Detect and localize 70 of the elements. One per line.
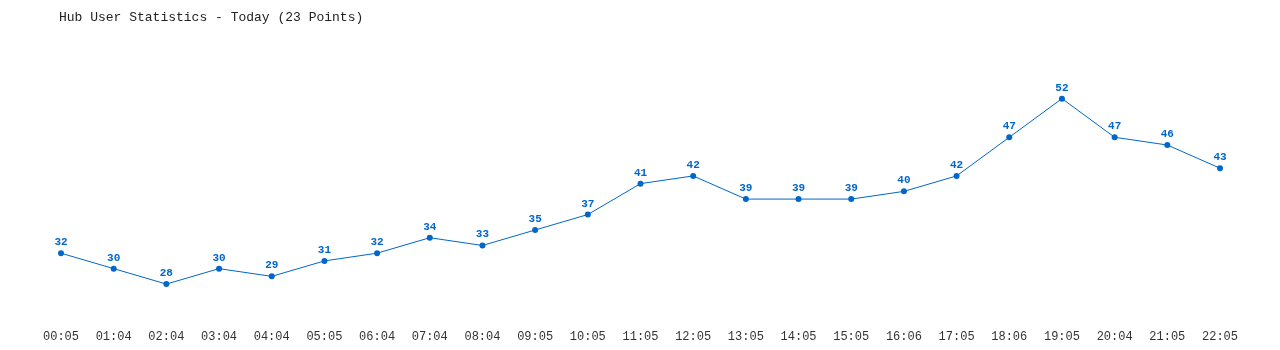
data-label: 39: [844, 182, 858, 195]
point: [1111, 134, 1118, 141]
x-tick-label: 06:04: [359, 329, 396, 344]
point: [58, 250, 64, 257]
x-tick-label: 02:04: [148, 329, 185, 344]
x-tick-label: 22:05: [1201, 329, 1239, 344]
data-label: 41: [633, 166, 648, 179]
x-tick-label: 19:05: [1043, 329, 1080, 344]
x-tick-label: 11:05: [622, 329, 659, 344]
data-label: 46: [1160, 128, 1174, 140]
point: [374, 250, 381, 257]
x-tick-label: 00:05: [42, 329, 80, 344]
point: [584, 211, 591, 218]
data-label: 29: [265, 259, 279, 272]
x-tick-label: 09:05: [517, 329, 554, 344]
x-tick-label: 03:04: [201, 329, 238, 344]
data-label: 30: [212, 251, 226, 264]
x-tick-label: 01:04: [95, 329, 132, 344]
x-tick-label: 14:05: [780, 329, 817, 344]
x-tick-label: 17:05: [938, 329, 975, 344]
data-label: 28: [159, 267, 174, 280]
point: [216, 265, 223, 272]
data-label: 47: [1108, 120, 1122, 133]
x-tick-label: 12:05: [675, 329, 712, 344]
data-label: 42: [949, 158, 964, 171]
x-tick-label: 07:04: [411, 329, 448, 344]
point: [690, 172, 697, 179]
point: [163, 281, 170, 288]
data-label: 32: [54, 236, 68, 249]
point: [268, 273, 275, 280]
x-tick-label: 13:05: [727, 329, 764, 344]
point: [1058, 95, 1065, 102]
point: [795, 196, 802, 203]
data-label: 34: [423, 220, 437, 233]
data-label: 35: [528, 213, 543, 225]
data-label: 40: [897, 174, 911, 187]
data-label: 37: [581, 197, 595, 210]
data-label: 39: [739, 182, 753, 195]
data-label: 30: [107, 251, 121, 264]
point: [1217, 165, 1223, 172]
chart-title: Hub User Statistics - Today (23 Points): [58, 9, 365, 27]
point: [900, 188, 907, 195]
data-label: 52: [1055, 81, 1069, 94]
point: [110, 265, 117, 272]
x-tick-label: 04:04: [253, 329, 290, 344]
point: [953, 172, 960, 179]
data-label: 43: [1213, 151, 1227, 164]
x-tick-label: 16:06: [885, 329, 922, 344]
x-tick-label: 05:05: [306, 329, 343, 344]
data-label: 39: [791, 182, 806, 195]
x-tick-label: 20:04: [1096, 329, 1133, 344]
point: [1006, 134, 1013, 141]
x-tick-label: 10:05: [569, 329, 606, 344]
point: [426, 234, 433, 241]
x-tick-label: 15:05: [833, 329, 870, 344]
x-tick-label: 18:06: [991, 329, 1028, 344]
point: [1164, 142, 1171, 148]
data-label: 32: [370, 236, 384, 249]
x-tick-label: 21:05: [1149, 329, 1186, 344]
x-tick-label: 08:04: [464, 329, 501, 344]
data-label: 47: [1002, 120, 1016, 133]
point: [321, 257, 328, 264]
data-label: 31: [317, 243, 332, 256]
point: [479, 242, 486, 249]
data-label: 33: [475, 228, 490, 241]
point: [637, 180, 644, 187]
point: [742, 196, 749, 203]
point: [532, 227, 539, 233]
point: [848, 196, 855, 203]
data-label: 42: [686, 158, 700, 171]
